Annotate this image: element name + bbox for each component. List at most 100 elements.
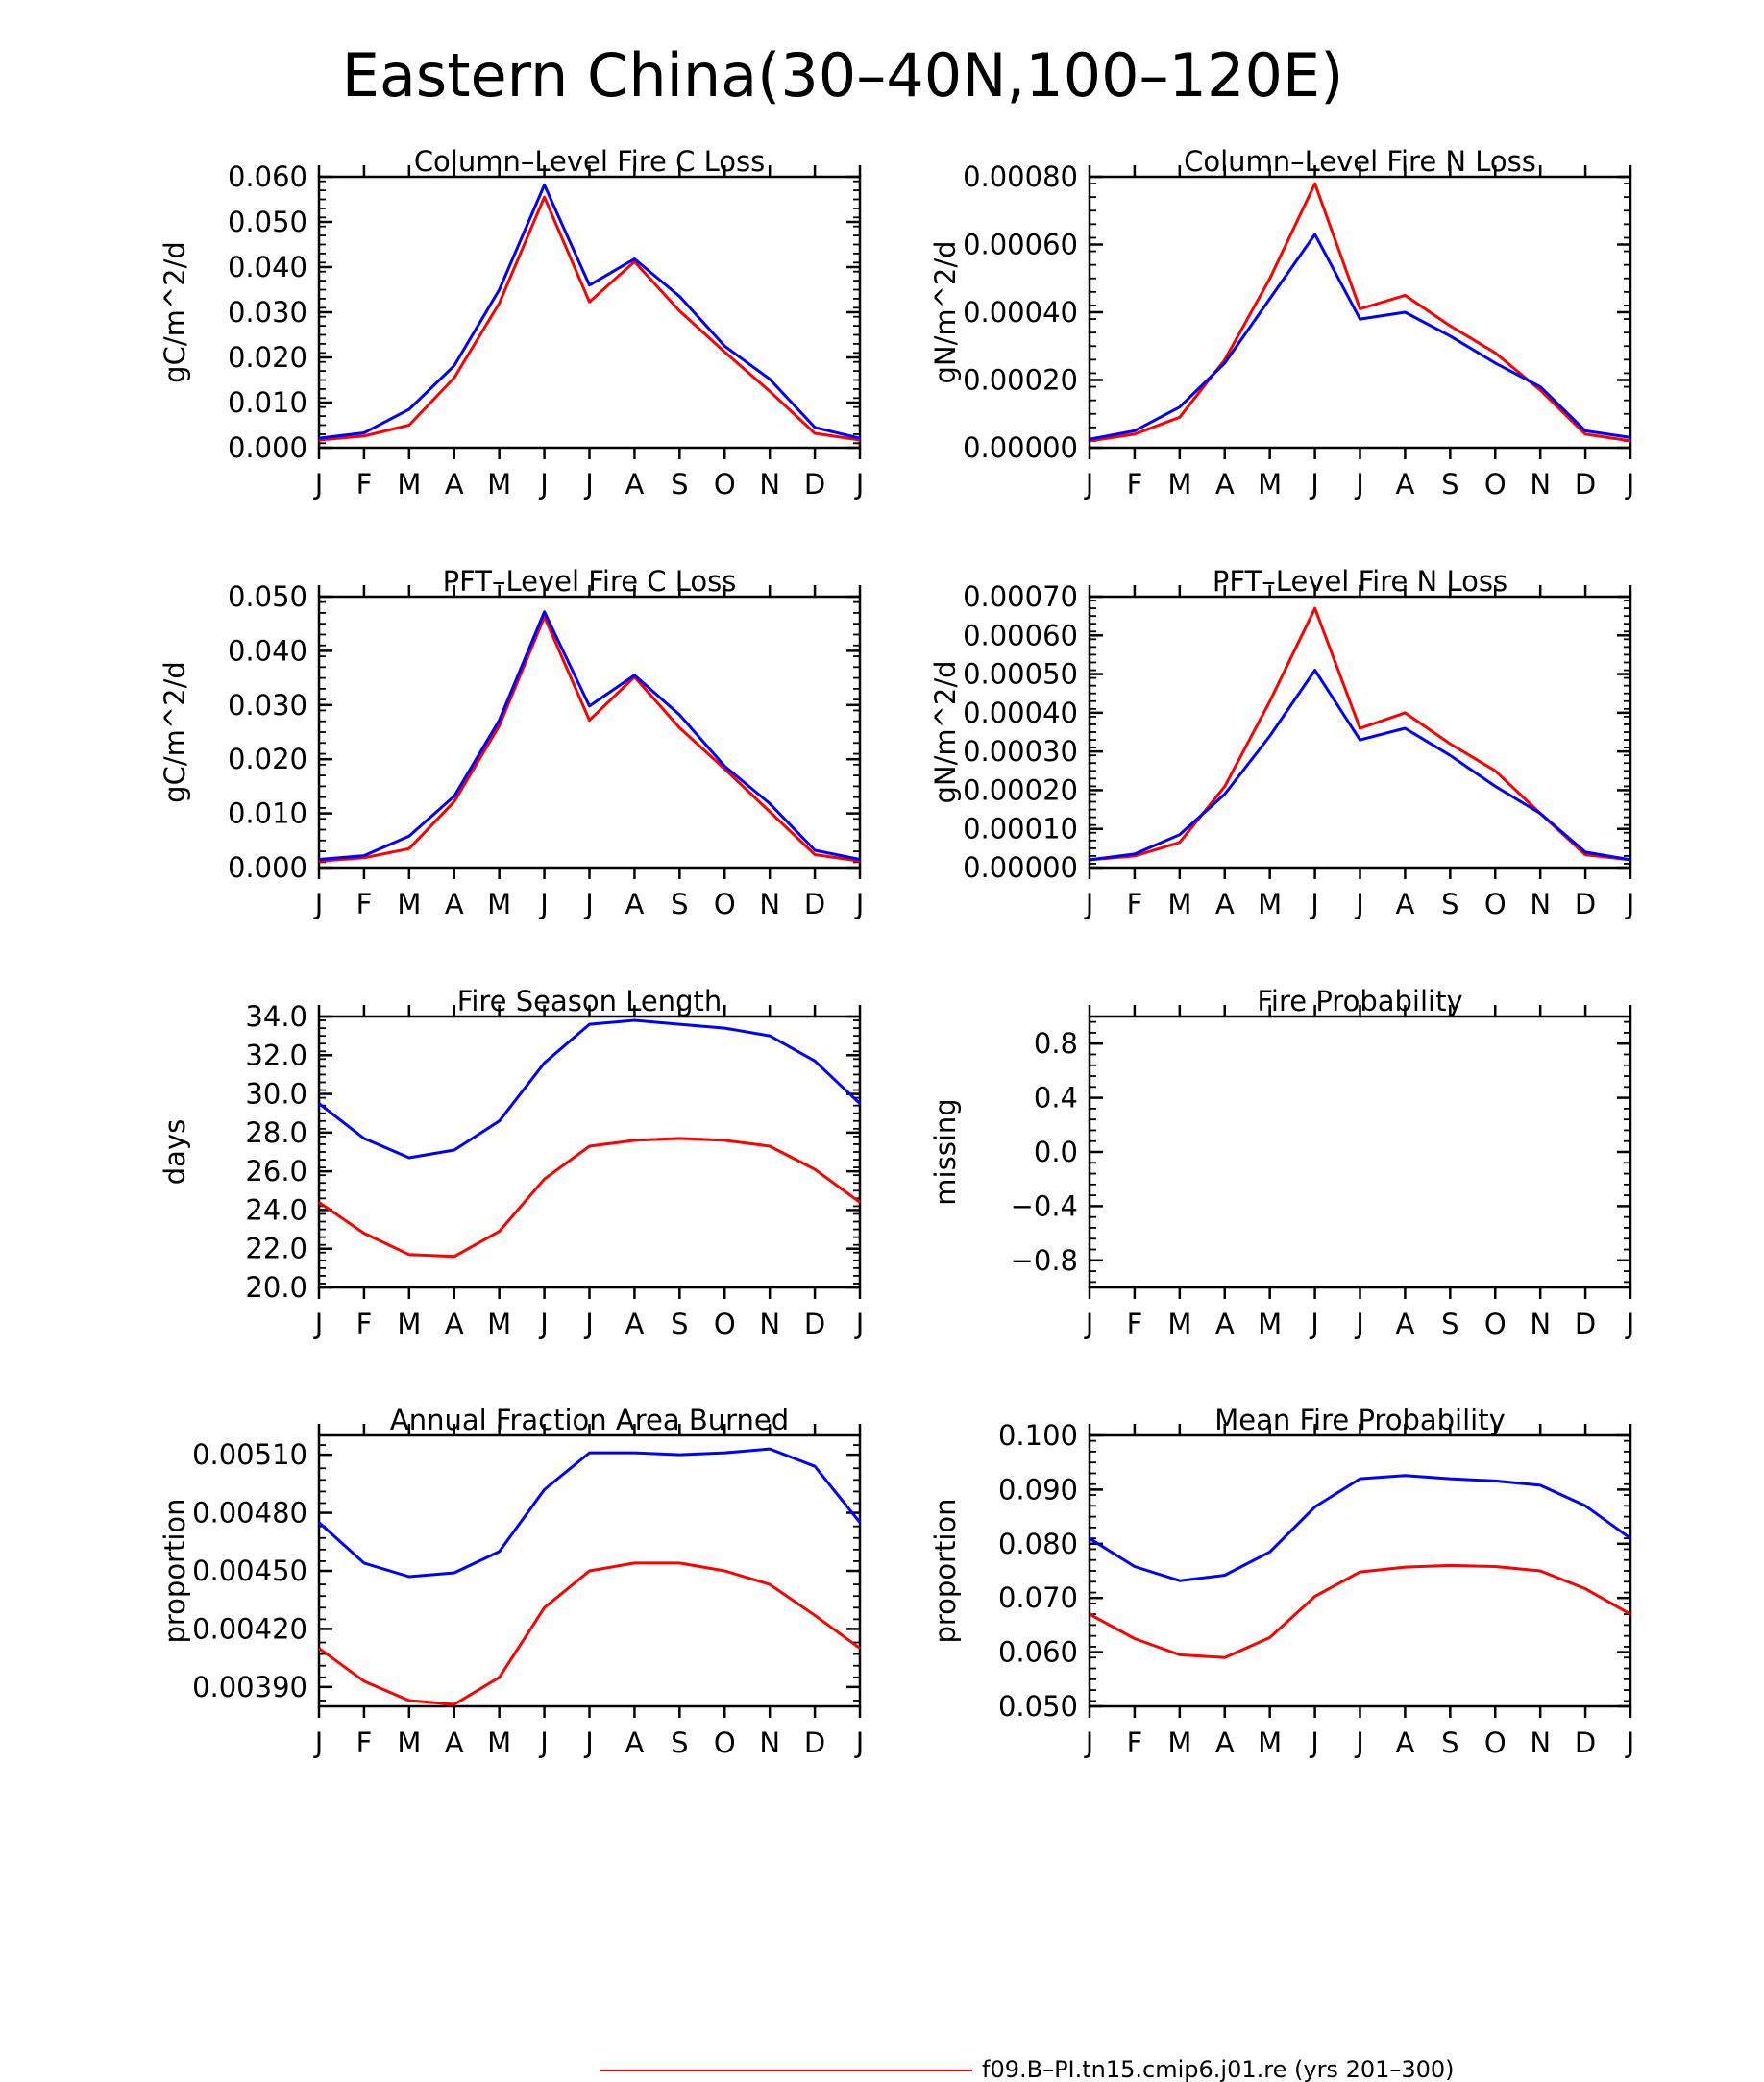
y-tick-label: 0.00060 <box>963 229 1078 261</box>
x-tick-label: J <box>583 1308 594 1340</box>
x-tick-label: D <box>804 1727 825 1759</box>
legend-label-red: f09.B–PI.tn15.cmip6.j01.re (yrs 201–300) <box>982 2056 1455 2082</box>
series-line <box>1089 1563 1631 1659</box>
plot-frame <box>317 175 862 450</box>
x-tick-label: M <box>1258 888 1282 920</box>
series-line <box>318 610 861 861</box>
x-tick-label: A <box>1395 468 1414 501</box>
x-tick-label: J <box>854 1308 865 1340</box>
panels: Column–Level Fire C LossgC/m^2/d0.0000.0… <box>159 145 1634 1759</box>
x-tick-label: M <box>397 1727 421 1759</box>
plot-frame <box>317 595 862 870</box>
x-tick-label: S <box>1441 1308 1458 1340</box>
x-tick-label: J <box>1309 1727 1319 1759</box>
series-line <box>1089 182 1631 443</box>
y-tick-label: 0.010 <box>228 386 307 419</box>
plot-frame <box>1088 1015 1632 1289</box>
x-tick-label: J <box>538 468 549 501</box>
series-line <box>1089 233 1631 441</box>
x-tick-label: M <box>397 888 421 920</box>
x-tick-label: A <box>1215 888 1235 920</box>
y-tick-label: −0.8 <box>1011 1244 1078 1277</box>
x-tick-label: D <box>804 468 825 501</box>
x-tick-label: O <box>714 468 736 501</box>
x-tick-label: J <box>1625 1727 1635 1759</box>
y-axis-label: gN/m^2/d <box>929 240 962 383</box>
x-tick-label: M <box>1167 888 1191 920</box>
x-tick-label: A <box>1395 888 1414 920</box>
y-tick-label: 0.00000 <box>963 431 1078 464</box>
x-tick-label: A <box>625 888 644 920</box>
x-tick-label: N <box>759 468 780 501</box>
x-tick-label: S <box>671 1308 688 1340</box>
x-tick-label: O <box>714 1308 736 1340</box>
x-tick-label: J <box>538 1308 549 1340</box>
y-tick-label: 0.100 <box>998 1419 1078 1452</box>
x-tick-label: S <box>1441 888 1458 920</box>
chart-panel: PFT–Level Fire N LossgN/m^2/d0.000000.00… <box>929 565 1634 920</box>
x-tick-label: M <box>1167 468 1191 501</box>
x-tick-label: J <box>1354 1308 1364 1340</box>
y-tick-label: 0.00050 <box>963 658 1078 691</box>
x-tick-label: J <box>854 888 865 920</box>
y-tick-label: 0.00020 <box>963 364 1078 397</box>
x-tick-label: A <box>1395 1727 1414 1759</box>
x-tick-label: A <box>1215 1308 1235 1340</box>
y-tick-label: 0.00030 <box>963 735 1078 768</box>
x-tick-label: J <box>1625 888 1635 920</box>
x-tick-label: J <box>1084 1727 1094 1759</box>
chart-panel: Mean Fire Probabilityproportion0.0500.06… <box>929 1404 1634 1759</box>
y-axis-label: gN/m^2/d <box>929 660 962 803</box>
x-tick-label: S <box>1441 468 1458 501</box>
x-tick-label: J <box>313 1308 324 1340</box>
y-tick-label: 0.00390 <box>192 1671 307 1703</box>
x-tick-label: F <box>1127 888 1143 920</box>
x-tick-label: J <box>1309 888 1319 920</box>
x-tick-label: F <box>356 1308 373 1340</box>
y-axis-label: days <box>159 1119 191 1185</box>
x-tick-label: D <box>1575 1308 1596 1340</box>
y-tick-label: 0.00020 <box>963 773 1078 806</box>
x-tick-label: O <box>1484 468 1507 501</box>
x-tick-label: M <box>487 468 511 501</box>
x-tick-label: M <box>397 1308 421 1340</box>
y-axis-label: proportion <box>159 1498 191 1643</box>
series-line <box>1089 669 1631 862</box>
x-tick-label: J <box>583 1727 594 1759</box>
y-tick-label: 0.00420 <box>192 1612 307 1645</box>
x-tick-label: O <box>1484 1308 1507 1340</box>
y-tick-label: 0.00010 <box>963 813 1078 845</box>
x-tick-label: F <box>1127 1308 1143 1340</box>
x-tick-label: M <box>1258 1308 1282 1340</box>
y-axis-label: proportion <box>929 1498 962 1643</box>
x-tick-label: M <box>1258 468 1282 501</box>
y-tick-label: 0.010 <box>228 797 307 830</box>
y-tick-label: 0.050 <box>228 580 307 613</box>
x-tick-label: M <box>397 468 421 501</box>
y-axis-label: gC/m^2/d <box>159 241 191 383</box>
x-tick-label: M <box>1167 1308 1191 1340</box>
x-tick-label: J <box>538 888 549 920</box>
x-tick-label: O <box>1484 1727 1507 1759</box>
chart-panel: Fire Season Lengthdays20.022.024.026.028… <box>159 985 864 1340</box>
x-tick-label: J <box>1354 1727 1364 1759</box>
y-tick-label: 24.0 <box>245 1193 307 1226</box>
y-tick-label: 0.050 <box>998 1690 1078 1723</box>
x-tick-label: F <box>1127 1727 1143 1759</box>
x-tick-label: J <box>313 1727 324 1759</box>
x-tick-label: A <box>445 468 464 501</box>
y-tick-label: 22.0 <box>245 1233 307 1265</box>
chart-panel: Annual Fraction Area Burnedproportion0.0… <box>159 1404 864 1759</box>
y-tick-label: 0.080 <box>998 1528 1078 1560</box>
x-tick-label: N <box>1530 468 1551 501</box>
x-tick-label: J <box>854 468 865 501</box>
y-tick-label: 30.0 <box>245 1078 307 1111</box>
x-tick-label: S <box>671 468 688 501</box>
y-tick-label: 0.060 <box>228 160 307 193</box>
y-tick-label: 0.00510 <box>192 1438 307 1471</box>
x-tick-label: J <box>1625 468 1635 501</box>
x-tick-label: A <box>445 888 464 920</box>
x-tick-label: J <box>583 888 594 920</box>
x-tick-label: O <box>714 888 736 920</box>
